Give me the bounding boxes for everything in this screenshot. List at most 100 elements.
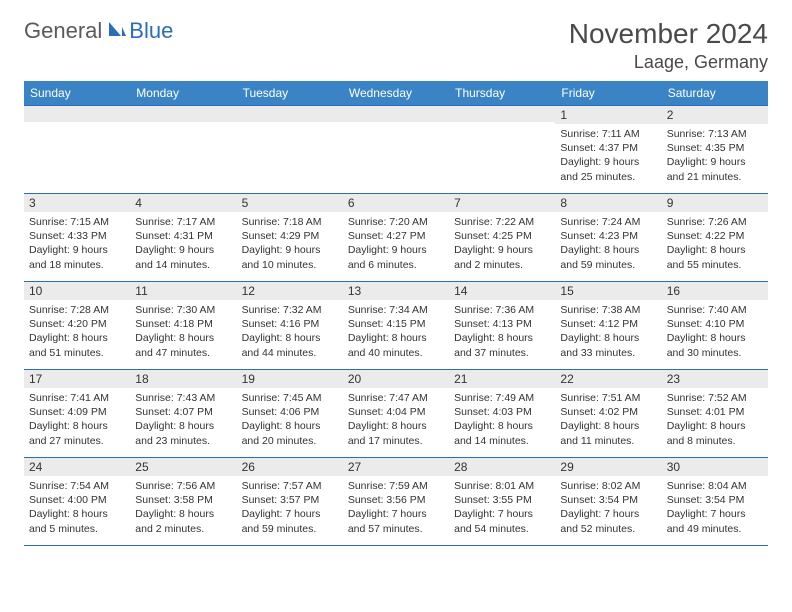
sunrise-text: Sunrise: 7:11 AM (560, 127, 656, 141)
day-number: 20 (343, 370, 449, 388)
day-number (449, 106, 555, 122)
sunrise-text: Sunrise: 7:56 AM (135, 479, 231, 493)
calendar-day-cell: 4Sunrise: 7:17 AMSunset: 4:31 PMDaylight… (130, 194, 236, 282)
calendar-day-cell: 13Sunrise: 7:34 AMSunset: 4:15 PMDayligh… (343, 282, 449, 370)
weekday-header: Saturday (662, 81, 768, 106)
weekday-header: Sunday (24, 81, 130, 106)
day-content: Sunrise: 7:41 AMSunset: 4:09 PMDaylight:… (24, 388, 130, 451)
day-content: Sunrise: 7:13 AMSunset: 4:35 PMDaylight:… (662, 124, 768, 187)
day-number: 11 (130, 282, 236, 300)
daylight-text: Daylight: 8 hours and 55 minutes. (667, 243, 763, 271)
sunrise-text: Sunrise: 7:24 AM (560, 215, 656, 229)
calendar-week-row: 3Sunrise: 7:15 AMSunset: 4:33 PMDaylight… (24, 194, 768, 282)
day-content: Sunrise: 7:52 AMSunset: 4:01 PMDaylight:… (662, 388, 768, 451)
daylight-text: Daylight: 7 hours and 49 minutes. (667, 507, 763, 535)
sunset-text: Sunset: 4:25 PM (454, 229, 550, 243)
calendar-day-cell: 26Sunrise: 7:57 AMSunset: 3:57 PMDayligh… (237, 458, 343, 546)
day-number (237, 106, 343, 122)
calendar-day-cell: 10Sunrise: 7:28 AMSunset: 4:20 PMDayligh… (24, 282, 130, 370)
sunrise-text: Sunrise: 7:20 AM (348, 215, 444, 229)
day-number: 8 (555, 194, 661, 212)
daylight-text: Daylight: 9 hours and 10 minutes. (242, 243, 338, 271)
sunset-text: Sunset: 4:03 PM (454, 405, 550, 419)
day-number: 10 (24, 282, 130, 300)
day-number: 25 (130, 458, 236, 476)
day-content: Sunrise: 7:45 AMSunset: 4:06 PMDaylight:… (237, 388, 343, 451)
calendar-day-cell: 16Sunrise: 7:40 AMSunset: 4:10 PMDayligh… (662, 282, 768, 370)
day-content: Sunrise: 7:51 AMSunset: 4:02 PMDaylight:… (555, 388, 661, 451)
sunset-text: Sunset: 4:37 PM (560, 141, 656, 155)
calendar-day-cell: 9 Sunrise: 7:26 AMSunset: 4:22 PMDaylight… (662, 194, 768, 282)
day-number: 6 (343, 194, 449, 212)
sunrise-text: Sunrise: 7:47 AM (348, 391, 444, 405)
daylight-text: Daylight: 7 hours and 54 minutes. (454, 507, 550, 535)
daylight-text: Daylight: 8 hours and 23 minutes. (135, 419, 231, 447)
calendar-day-cell: 29Sunrise: 8:02 AMSunset: 3:54 PMDayligh… (555, 458, 661, 546)
calendar-day-cell: 15Sunrise: 7:38 AMSunset: 4:12 PMDayligh… (555, 282, 661, 370)
daylight-text: Daylight: 8 hours and 51 minutes. (29, 331, 125, 359)
day-content: Sunrise: 7:32 AMSunset: 4:16 PMDaylight:… (237, 300, 343, 363)
daylight-text: Daylight: 8 hours and 5 minutes. (29, 507, 125, 535)
day-content: Sunrise: 7:20 AMSunset: 4:27 PMDaylight:… (343, 212, 449, 275)
daylight-text: Daylight: 8 hours and 2 minutes. (135, 507, 231, 535)
sunset-text: Sunset: 4:20 PM (29, 317, 125, 331)
daylight-text: Daylight: 8 hours and 59 minutes. (560, 243, 656, 271)
header-bar: General Blue November 2024 Laage, German… (24, 18, 768, 73)
calendar-day-cell: 19Sunrise: 7:45 AMSunset: 4:06 PMDayligh… (237, 370, 343, 458)
calendar-day-cell: 14Sunrise: 7:36 AMSunset: 4:13 PMDayligh… (449, 282, 555, 370)
day-number: 23 (662, 370, 768, 388)
sunset-text: Sunset: 4:27 PM (348, 229, 444, 243)
calendar-day-cell: 17Sunrise: 7:41 AMSunset: 4:09 PMDayligh… (24, 370, 130, 458)
day-content: Sunrise: 7:11 AMSunset: 4:37 PMDaylight:… (555, 124, 661, 187)
sunset-text: Sunset: 4:22 PM (667, 229, 763, 243)
calendar-day-cell: 28Sunrise: 8:01 AMSunset: 3:55 PMDayligh… (449, 458, 555, 546)
daylight-text: Daylight: 7 hours and 52 minutes. (560, 507, 656, 535)
calendar-day-cell: 25Sunrise: 7:56 AMSunset: 3:58 PMDayligh… (130, 458, 236, 546)
day-number: 30 (662, 458, 768, 476)
sunset-text: Sunset: 4:06 PM (242, 405, 338, 419)
day-number: 12 (237, 282, 343, 300)
sunrise-text: Sunrise: 8:01 AM (454, 479, 550, 493)
daylight-text: Daylight: 9 hours and 2 minutes. (454, 243, 550, 271)
daylight-text: Daylight: 9 hours and 18 minutes. (29, 243, 125, 271)
day-number: 16 (662, 282, 768, 300)
day-number: 7 (449, 194, 555, 212)
calendar-day-cell: 22Sunrise: 7:51 AMSunset: 4:02 PMDayligh… (555, 370, 661, 458)
day-content (343, 122, 449, 128)
calendar-day-cell: 18Sunrise: 7:43 AMSunset: 4:07 PMDayligh… (130, 370, 236, 458)
daylight-text: Daylight: 9 hours and 21 minutes. (667, 155, 763, 183)
calendar-day-cell: 21Sunrise: 7:49 AMSunset: 4:03 PMDayligh… (449, 370, 555, 458)
daylight-text: Daylight: 7 hours and 57 minutes. (348, 507, 444, 535)
day-number: 5 (237, 194, 343, 212)
day-number: 9 (662, 194, 768, 212)
daylight-text: Daylight: 8 hours and 17 minutes. (348, 419, 444, 447)
daylight-text: Daylight: 8 hours and 37 minutes. (454, 331, 550, 359)
sunset-text: Sunset: 4:10 PM (667, 317, 763, 331)
sunrise-text: Sunrise: 7:26 AM (667, 215, 763, 229)
day-number: 4 (130, 194, 236, 212)
sunset-text: Sunset: 4:02 PM (560, 405, 656, 419)
sunset-text: Sunset: 4:15 PM (348, 317, 444, 331)
day-content: Sunrise: 7:47 AMSunset: 4:04 PMDaylight:… (343, 388, 449, 451)
sunrise-text: Sunrise: 7:52 AM (667, 391, 763, 405)
sunrise-text: Sunrise: 7:49 AM (454, 391, 550, 405)
weekday-header: Wednesday (343, 81, 449, 106)
location: Laage, Germany (569, 52, 768, 73)
sunset-text: Sunset: 4:13 PM (454, 317, 550, 331)
day-content: Sunrise: 7:49 AMSunset: 4:03 PMDaylight:… (449, 388, 555, 451)
day-content: Sunrise: 8:01 AMSunset: 3:55 PMDaylight:… (449, 476, 555, 539)
day-content (24, 122, 130, 128)
calendar-day-cell: 8Sunrise: 7:24 AMSunset: 4:23 PMDaylight… (555, 194, 661, 282)
day-content: Sunrise: 8:04 AMSunset: 3:54 PMDaylight:… (662, 476, 768, 539)
daylight-text: Daylight: 8 hours and 47 minutes. (135, 331, 231, 359)
sunset-text: Sunset: 4:31 PM (135, 229, 231, 243)
calendar-week-row: 10Sunrise: 7:28 AMSunset: 4:20 PMDayligh… (24, 282, 768, 370)
sunset-text: Sunset: 3:54 PM (667, 493, 763, 507)
day-number: 21 (449, 370, 555, 388)
title-block: November 2024 Laage, Germany (569, 18, 768, 73)
sunset-text: Sunset: 3:56 PM (348, 493, 444, 507)
day-number: 19 (237, 370, 343, 388)
day-content: Sunrise: 7:15 AMSunset: 4:33 PMDaylight:… (24, 212, 130, 275)
sunset-text: Sunset: 4:16 PM (242, 317, 338, 331)
sunset-text: Sunset: 3:57 PM (242, 493, 338, 507)
